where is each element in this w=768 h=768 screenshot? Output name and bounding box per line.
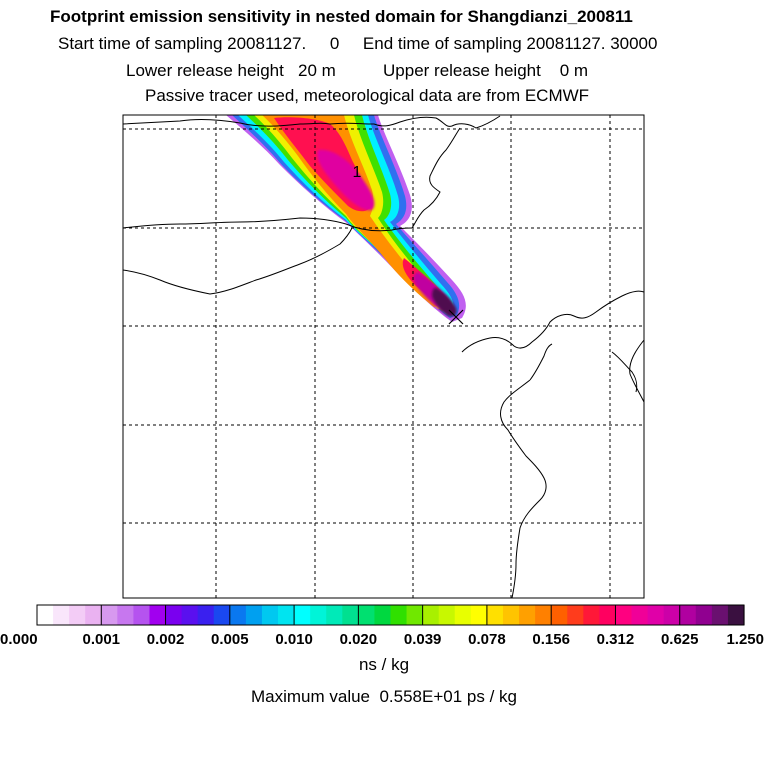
colorbar-cell <box>486 605 504 625</box>
colorbar-cell <box>727 605 745 625</box>
colorbar-cell <box>631 605 649 625</box>
border-line-north <box>123 115 501 129</box>
tracer-info-line: Passive tracer used, meteorological data… <box>145 86 590 105</box>
colorbar-cell <box>583 605 600 625</box>
colorbar-unit-label: ns / kg <box>358 655 410 674</box>
colorbar-cell <box>567 605 584 625</box>
colorbar-cell <box>294 605 311 625</box>
colorbar-cell <box>310 605 327 625</box>
colorbar-cell <box>181 605 199 625</box>
colorbar-cell <box>53 605 70 625</box>
colorbar-cell <box>374 605 392 625</box>
colorbar-cell <box>679 605 697 625</box>
colorbar-tick-label: 0.000 <box>0 631 38 648</box>
colorbar-tick-label: 0.625 <box>661 631 699 648</box>
colorbar-cell <box>535 605 552 625</box>
plume-core-magenta <box>317 149 375 211</box>
receptor-marker-stroke-2 <box>448 309 464 325</box>
border-line-south <box>123 227 353 295</box>
colorbar-cell <box>454 605 472 625</box>
coastlines <box>123 115 644 598</box>
colorbar-tick-label: 0.005 <box>211 631 249 648</box>
colorbar-cell <box>133 605 151 625</box>
colorbar-cell <box>37 605 54 625</box>
colorbar-cell <box>438 605 456 625</box>
colorbar-cell <box>519 605 536 625</box>
coast-shandong-tip <box>529 343 553 381</box>
maximum-value-line: Maximum value 0.558E+01 ps / kg <box>0 687 768 707</box>
colorbar-cell <box>422 605 440 625</box>
colorbar-cell <box>261 605 279 625</box>
colorbar-frame <box>36 604 745 626</box>
colorbar-tick-label: 0.010 <box>275 631 313 648</box>
colorbar-tick-label: 0.312 <box>597 631 635 648</box>
colorbar-cell <box>470 605 488 625</box>
map-plot: 1 <box>122 114 645 599</box>
colorbar-cell <box>615 605 633 625</box>
colorbar-cell <box>229 605 247 625</box>
coast-shandong-liaodong <box>461 290 644 353</box>
colorbar-cell <box>599 605 617 625</box>
colorbar-cell <box>502 605 520 625</box>
colorbar-cell <box>390 605 408 625</box>
release-height-line: Lower release height 20 m Upper release … <box>126 61 589 80</box>
colorbar-cell <box>551 605 568 625</box>
lat-lon-gridlines <box>123 115 644 598</box>
coast-korea-edge <box>611 351 638 393</box>
colorbar-cell <box>663 605 681 625</box>
colorbar-cell <box>149 605 167 625</box>
colorbar: 0.000 0.001 0.002 0.005 0.010 0.020 0.039 0.078… <box>0 604 764 648</box>
colorbar-cell <box>213 605 231 625</box>
colorbar-tick-label: 0.020 <box>340 631 378 648</box>
colorbar-cell <box>197 605 215 625</box>
colorbar-tick-labels: 0.000 0.001 0.002 0.005 0.010 0.020 0.039 0.078… <box>0 631 764 648</box>
plume-label-1: 1 <box>353 164 362 181</box>
colorbar-tick-label: 0.078 <box>468 631 506 648</box>
colorbar-cell <box>695 605 713 625</box>
plume-field <box>226 115 466 322</box>
border-line-central <box>123 217 413 232</box>
colorbar-cell <box>278 605 295 625</box>
colorbar-tick-label: 0.156 <box>532 631 570 648</box>
colorbar-cell <box>85 605 102 625</box>
receptor-marker <box>448 309 464 325</box>
colorbar-cell <box>647 605 665 625</box>
colorbar-tick-label: 0.002 <box>147 631 185 648</box>
plume-contour-orange <box>262 115 438 307</box>
colorbar-cell <box>245 605 263 625</box>
coast-east <box>629 339 644 403</box>
max-value-number: 0.558E+01 <box>379 687 463 706</box>
colorbar-cell <box>711 605 729 625</box>
colorbar-tick-label: 0.039 <box>404 631 442 648</box>
colorbar-cell <box>117 605 135 625</box>
colorbar-cell <box>342 605 359 625</box>
colorbar-cells <box>37 605 745 625</box>
colorbar-cell <box>358 605 376 625</box>
max-value-label: Maximum value <box>250 687 371 706</box>
colorbar-cell <box>326 605 343 625</box>
colorbar-cell <box>101 605 118 625</box>
colorbar-tick-label: 0.001 <box>82 631 120 648</box>
plume-peak-dark <box>432 288 457 317</box>
colorbar-cell <box>69 605 86 625</box>
sampling-time-line: Start time of sampling 20081127. 0 End t… <box>58 34 658 53</box>
coast-bohai-west <box>411 127 461 229</box>
coast-yellow-sea <box>500 379 547 598</box>
colorbar-cell <box>406 605 424 625</box>
max-value-unit: ps / kg <box>466 687 518 706</box>
map-frame <box>122 114 645 599</box>
colorbar-cell <box>165 605 183 625</box>
chart-title: Footprint emission sensitivity in nested… <box>50 7 633 26</box>
colorbar-tick-label: 1.250 <box>726 631 764 648</box>
